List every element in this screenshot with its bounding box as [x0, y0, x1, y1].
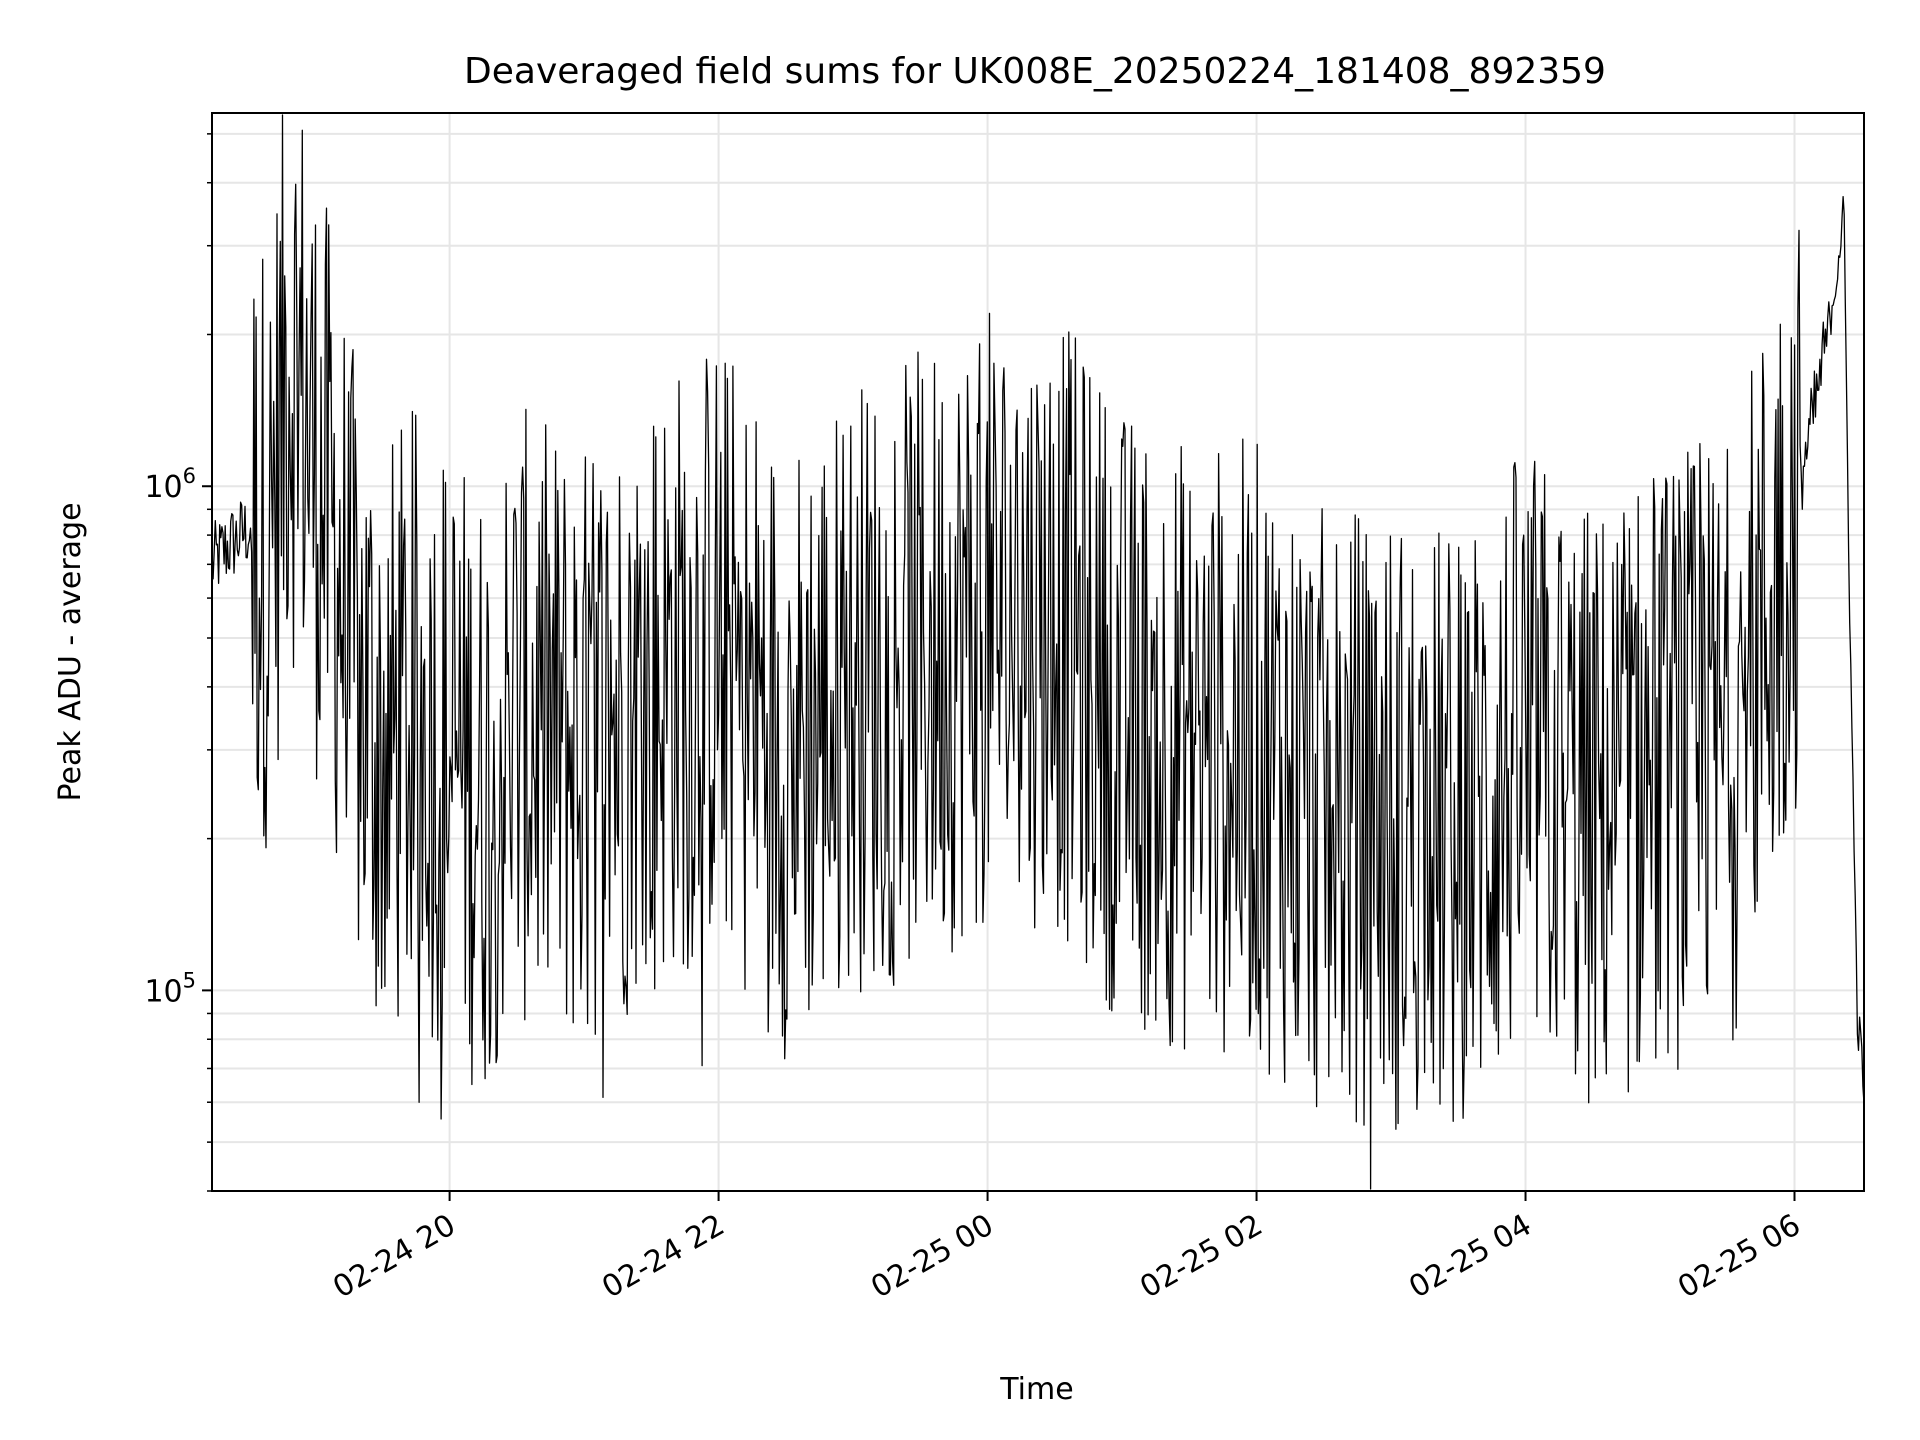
x-axis-label: Time [999, 1372, 1073, 1407]
y-tick-label: 106 [144, 464, 196, 505]
series-line [211, 114, 1865, 1190]
chart-title: Deaveraged field sums for UK008E_2025022… [464, 51, 1606, 92]
plot-frame [211, 112, 1865, 1192]
y-axis-label: Peak ADU - average [53, 502, 88, 801]
data-line [211, 114, 1865, 1190]
y-tick-label: 105 [144, 968, 196, 1009]
